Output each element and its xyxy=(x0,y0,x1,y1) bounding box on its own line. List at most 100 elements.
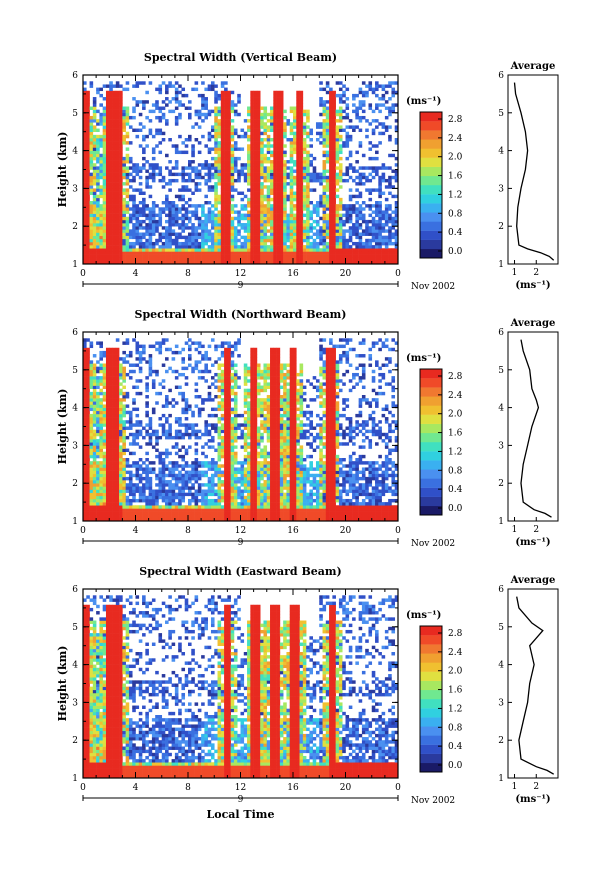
heatmap-cell xyxy=(253,90,258,95)
heatmap-cell xyxy=(165,467,169,471)
heatmap-cell xyxy=(168,461,172,465)
heatmap-cell xyxy=(394,81,399,85)
heatmap-cell xyxy=(145,169,149,173)
heatmap-cell xyxy=(358,226,363,230)
heatmap-cell xyxy=(148,505,153,509)
heatmap-cell xyxy=(92,213,97,218)
heatmap-cell xyxy=(201,213,205,218)
heatmap-cell xyxy=(250,125,254,129)
heatmap-cell xyxy=(115,401,120,405)
heatmap-cell xyxy=(224,191,228,195)
heatmap-cell xyxy=(253,204,258,208)
heatmap-cell xyxy=(132,483,136,487)
heatmap-cell xyxy=(83,182,87,186)
heatmap-cell xyxy=(102,439,107,443)
heatmap-cell xyxy=(378,219,382,224)
heatmap-cell xyxy=(119,470,123,475)
heatmap-cell xyxy=(283,128,287,132)
heatmap-cell xyxy=(119,100,123,104)
heatmap-cell xyxy=(220,185,225,189)
heatmap-cell xyxy=(214,93,218,98)
heatmap-cell xyxy=(174,473,179,478)
heatmap-cell xyxy=(260,138,264,142)
heatmap-cell xyxy=(230,204,235,208)
heatmap-cell xyxy=(174,432,179,437)
heatmap-cell xyxy=(276,163,281,167)
heatmap-cell xyxy=(302,191,307,195)
heatmap-cell xyxy=(122,207,126,211)
heatmap-cell xyxy=(276,188,281,192)
heatmap-cell xyxy=(260,115,264,120)
heatmap-cell xyxy=(168,160,172,164)
heatmap-cell xyxy=(230,232,235,236)
heatmap-cell xyxy=(119,213,123,218)
heatmap-cell xyxy=(214,172,218,177)
heatmap-cell xyxy=(286,194,291,199)
heatmap-cell xyxy=(96,476,100,481)
heatmap-cell xyxy=(142,125,146,129)
heatmap-cell xyxy=(188,238,192,243)
heatmap-cell xyxy=(125,360,130,364)
heatmap-cell xyxy=(253,216,258,221)
heatmap-cell xyxy=(168,498,172,503)
heatmap-cell xyxy=(243,245,248,249)
heatmap-cell xyxy=(181,235,186,240)
heatmap-cell xyxy=(128,442,133,446)
heatmap-cell xyxy=(342,235,346,240)
heatmap-cell xyxy=(348,204,353,208)
heatmap-cell xyxy=(260,112,264,117)
heatmap-cell xyxy=(263,245,268,249)
heatmap-cell xyxy=(345,87,350,92)
heatmap-cell xyxy=(86,254,90,258)
heatmap-cell xyxy=(299,216,304,221)
heatmap-cell xyxy=(230,166,235,170)
heatmap-cell xyxy=(210,251,215,255)
heatmap-cell xyxy=(332,254,336,258)
heatmap-cell xyxy=(220,213,225,218)
heatmap-cell xyxy=(319,197,323,202)
heatmap-cell xyxy=(165,97,169,101)
heatmap-cell xyxy=(155,229,159,233)
heatmap-cell xyxy=(286,251,291,255)
heatmap-cell xyxy=(250,229,254,233)
heatmap-cell xyxy=(388,213,392,218)
heatmap-cell xyxy=(161,235,166,240)
heatmap-cell xyxy=(161,480,166,484)
heatmap-cell xyxy=(332,216,336,221)
heatmap-cell xyxy=(174,97,179,101)
heatmap-cell xyxy=(109,426,113,430)
heatmap-cell xyxy=(368,207,373,211)
heatmap-cell xyxy=(210,166,215,170)
heatmap-cell xyxy=(171,204,176,208)
heatmap-cell xyxy=(158,391,163,396)
heatmap-cell xyxy=(368,229,373,233)
heatmap-cell xyxy=(115,467,120,471)
heatmap-cell xyxy=(256,191,261,195)
heatmap-cell xyxy=(119,407,123,412)
heatmap-cell xyxy=(92,398,97,402)
heatmap-cell xyxy=(302,226,307,230)
heatmap-cell xyxy=(102,204,107,208)
heatmap-cell xyxy=(335,254,340,258)
heatmap-cell xyxy=(309,223,313,227)
heatmap-cell xyxy=(168,226,172,230)
heatmap-cell xyxy=(276,128,281,132)
heatmap-cell xyxy=(230,257,235,262)
heatmap-cell xyxy=(325,175,330,180)
heatmap-cell xyxy=(102,486,107,490)
heatmap-cell xyxy=(138,223,143,227)
heatmap-cell xyxy=(115,404,120,408)
heatmap-cell xyxy=(391,235,396,240)
heatmap-cell xyxy=(378,191,382,195)
heatmap-cell xyxy=(312,172,317,177)
heatmap-cell xyxy=(99,119,103,123)
x-tick-label: 16 xyxy=(287,269,299,279)
heatmap-cell xyxy=(273,229,277,233)
heatmap-cell xyxy=(243,163,248,167)
heatmap-cell xyxy=(368,213,373,218)
heatmap-cell xyxy=(224,144,228,148)
heatmap-cell xyxy=(86,169,90,173)
heatmap-cell xyxy=(105,185,110,189)
heatmap-cell xyxy=(128,470,133,475)
heatmap-cell xyxy=(315,245,320,249)
